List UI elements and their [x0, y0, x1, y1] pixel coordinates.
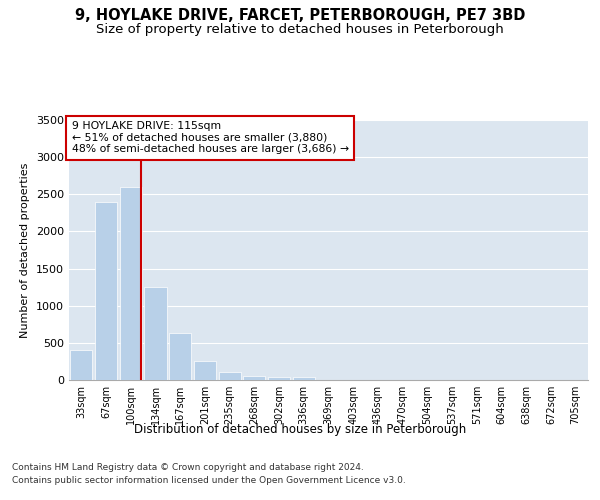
Text: Contains public sector information licensed under the Open Government Licence v3: Contains public sector information licen… [12, 476, 406, 485]
Bar [268, 376, 290, 380]
Bar [218, 372, 241, 380]
Bar [243, 376, 265, 380]
Text: 9, HOYLAKE DRIVE, FARCET, PETERBOROUGH, PE7 3BD: 9, HOYLAKE DRIVE, FARCET, PETERBOROUGH, … [75, 8, 525, 22]
Bar [119, 187, 142, 380]
Bar [95, 202, 117, 380]
Bar [70, 350, 92, 380]
Text: 9 HOYLAKE DRIVE: 115sqm
← 51% of detached houses are smaller (3,880)
48% of semi: 9 HOYLAKE DRIVE: 115sqm ← 51% of detache… [71, 122, 349, 154]
Bar [194, 362, 216, 380]
Bar [293, 378, 315, 380]
Text: Size of property relative to detached houses in Peterborough: Size of property relative to detached ho… [96, 22, 504, 36]
Bar [145, 287, 167, 380]
Bar [169, 333, 191, 380]
Text: Distribution of detached houses by size in Peterborough: Distribution of detached houses by size … [134, 422, 466, 436]
Text: Contains HM Land Registry data © Crown copyright and database right 2024.: Contains HM Land Registry data © Crown c… [12, 462, 364, 471]
Y-axis label: Number of detached properties: Number of detached properties [20, 162, 31, 338]
